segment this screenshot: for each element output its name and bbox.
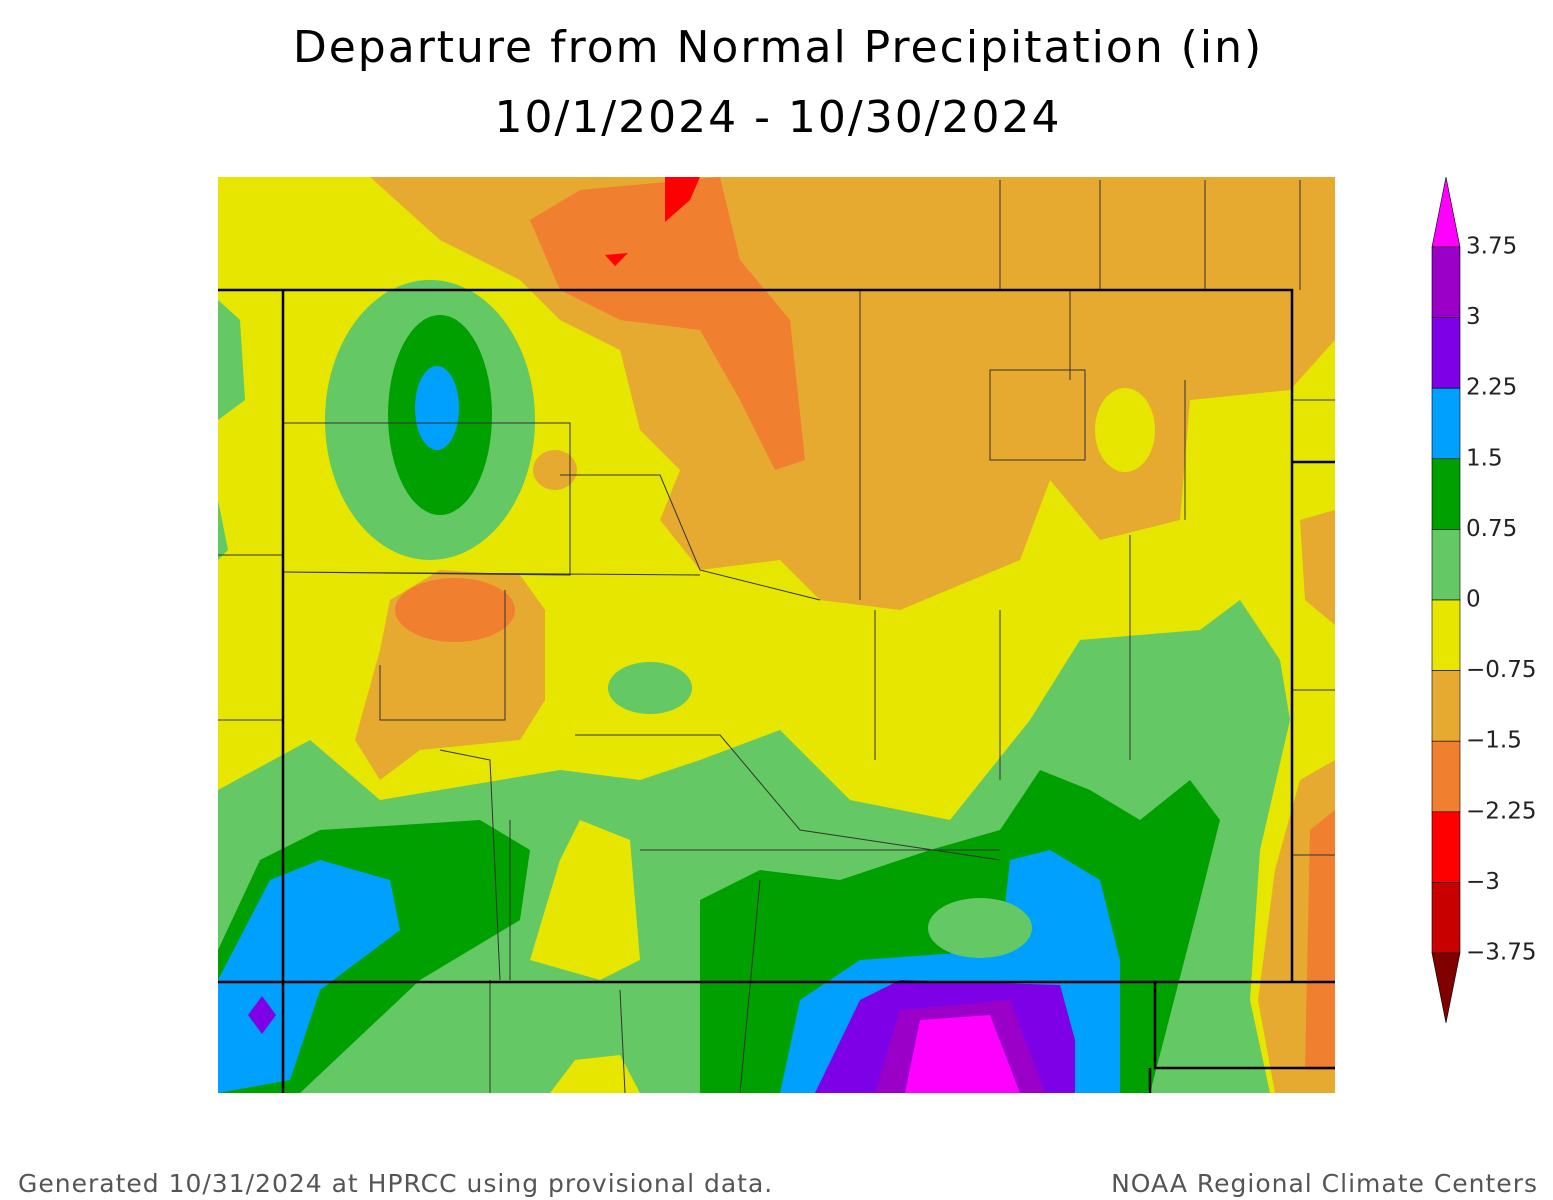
legend-label: 1.5: [1466, 445, 1503, 471]
legend-swatch: [1431, 317, 1461, 389]
legend-swatch: [1431, 599, 1461, 671]
legend-label: 3.75: [1466, 234, 1517, 260]
legend-swatch: [1431, 811, 1461, 883]
legend-swatch: [1431, 670, 1461, 742]
footer-left: Generated 10/31/2024 at HPRCC using prov…: [18, 1169, 773, 1198]
legend-label: 3: [1466, 304, 1481, 330]
legend-label: −3: [1466, 869, 1500, 895]
legend-swatch: [1431, 246, 1461, 318]
legend-swatch: [1431, 458, 1461, 530]
legend-label: 0.75: [1466, 516, 1517, 542]
legend-label: −3.75: [1466, 940, 1536, 966]
footer-right: NOAA Regional Climate Centers: [1111, 1169, 1538, 1198]
legend-swatch: [1431, 529, 1461, 601]
map: [218, 177, 1335, 1093]
legend-swatch: [1431, 387, 1461, 460]
title-line-1: Departure from Normal Precipitation (in): [293, 22, 1263, 73]
legend-label: 2.25: [1466, 375, 1517, 401]
legend-arrow-top: [1431, 176, 1461, 248]
title-line-2: 10/1/2024 - 10/30/2024: [494, 92, 1061, 143]
legend: 3.75 3 2.25 1.5 0.75 0 −0.75 −1.5 −2.25 −3 −3.75: [1431, 176, 1536, 1024]
legend-label: −2.25: [1466, 798, 1536, 824]
legend-arrow-bottom: [1431, 952, 1461, 1024]
legend-swatch: [1431, 740, 1461, 813]
legend-label: 0: [1466, 587, 1481, 613]
legend-swatch: [1431, 882, 1461, 954]
legend-label: −1.5: [1466, 728, 1522, 754]
legend-label: −0.75: [1466, 657, 1536, 683]
